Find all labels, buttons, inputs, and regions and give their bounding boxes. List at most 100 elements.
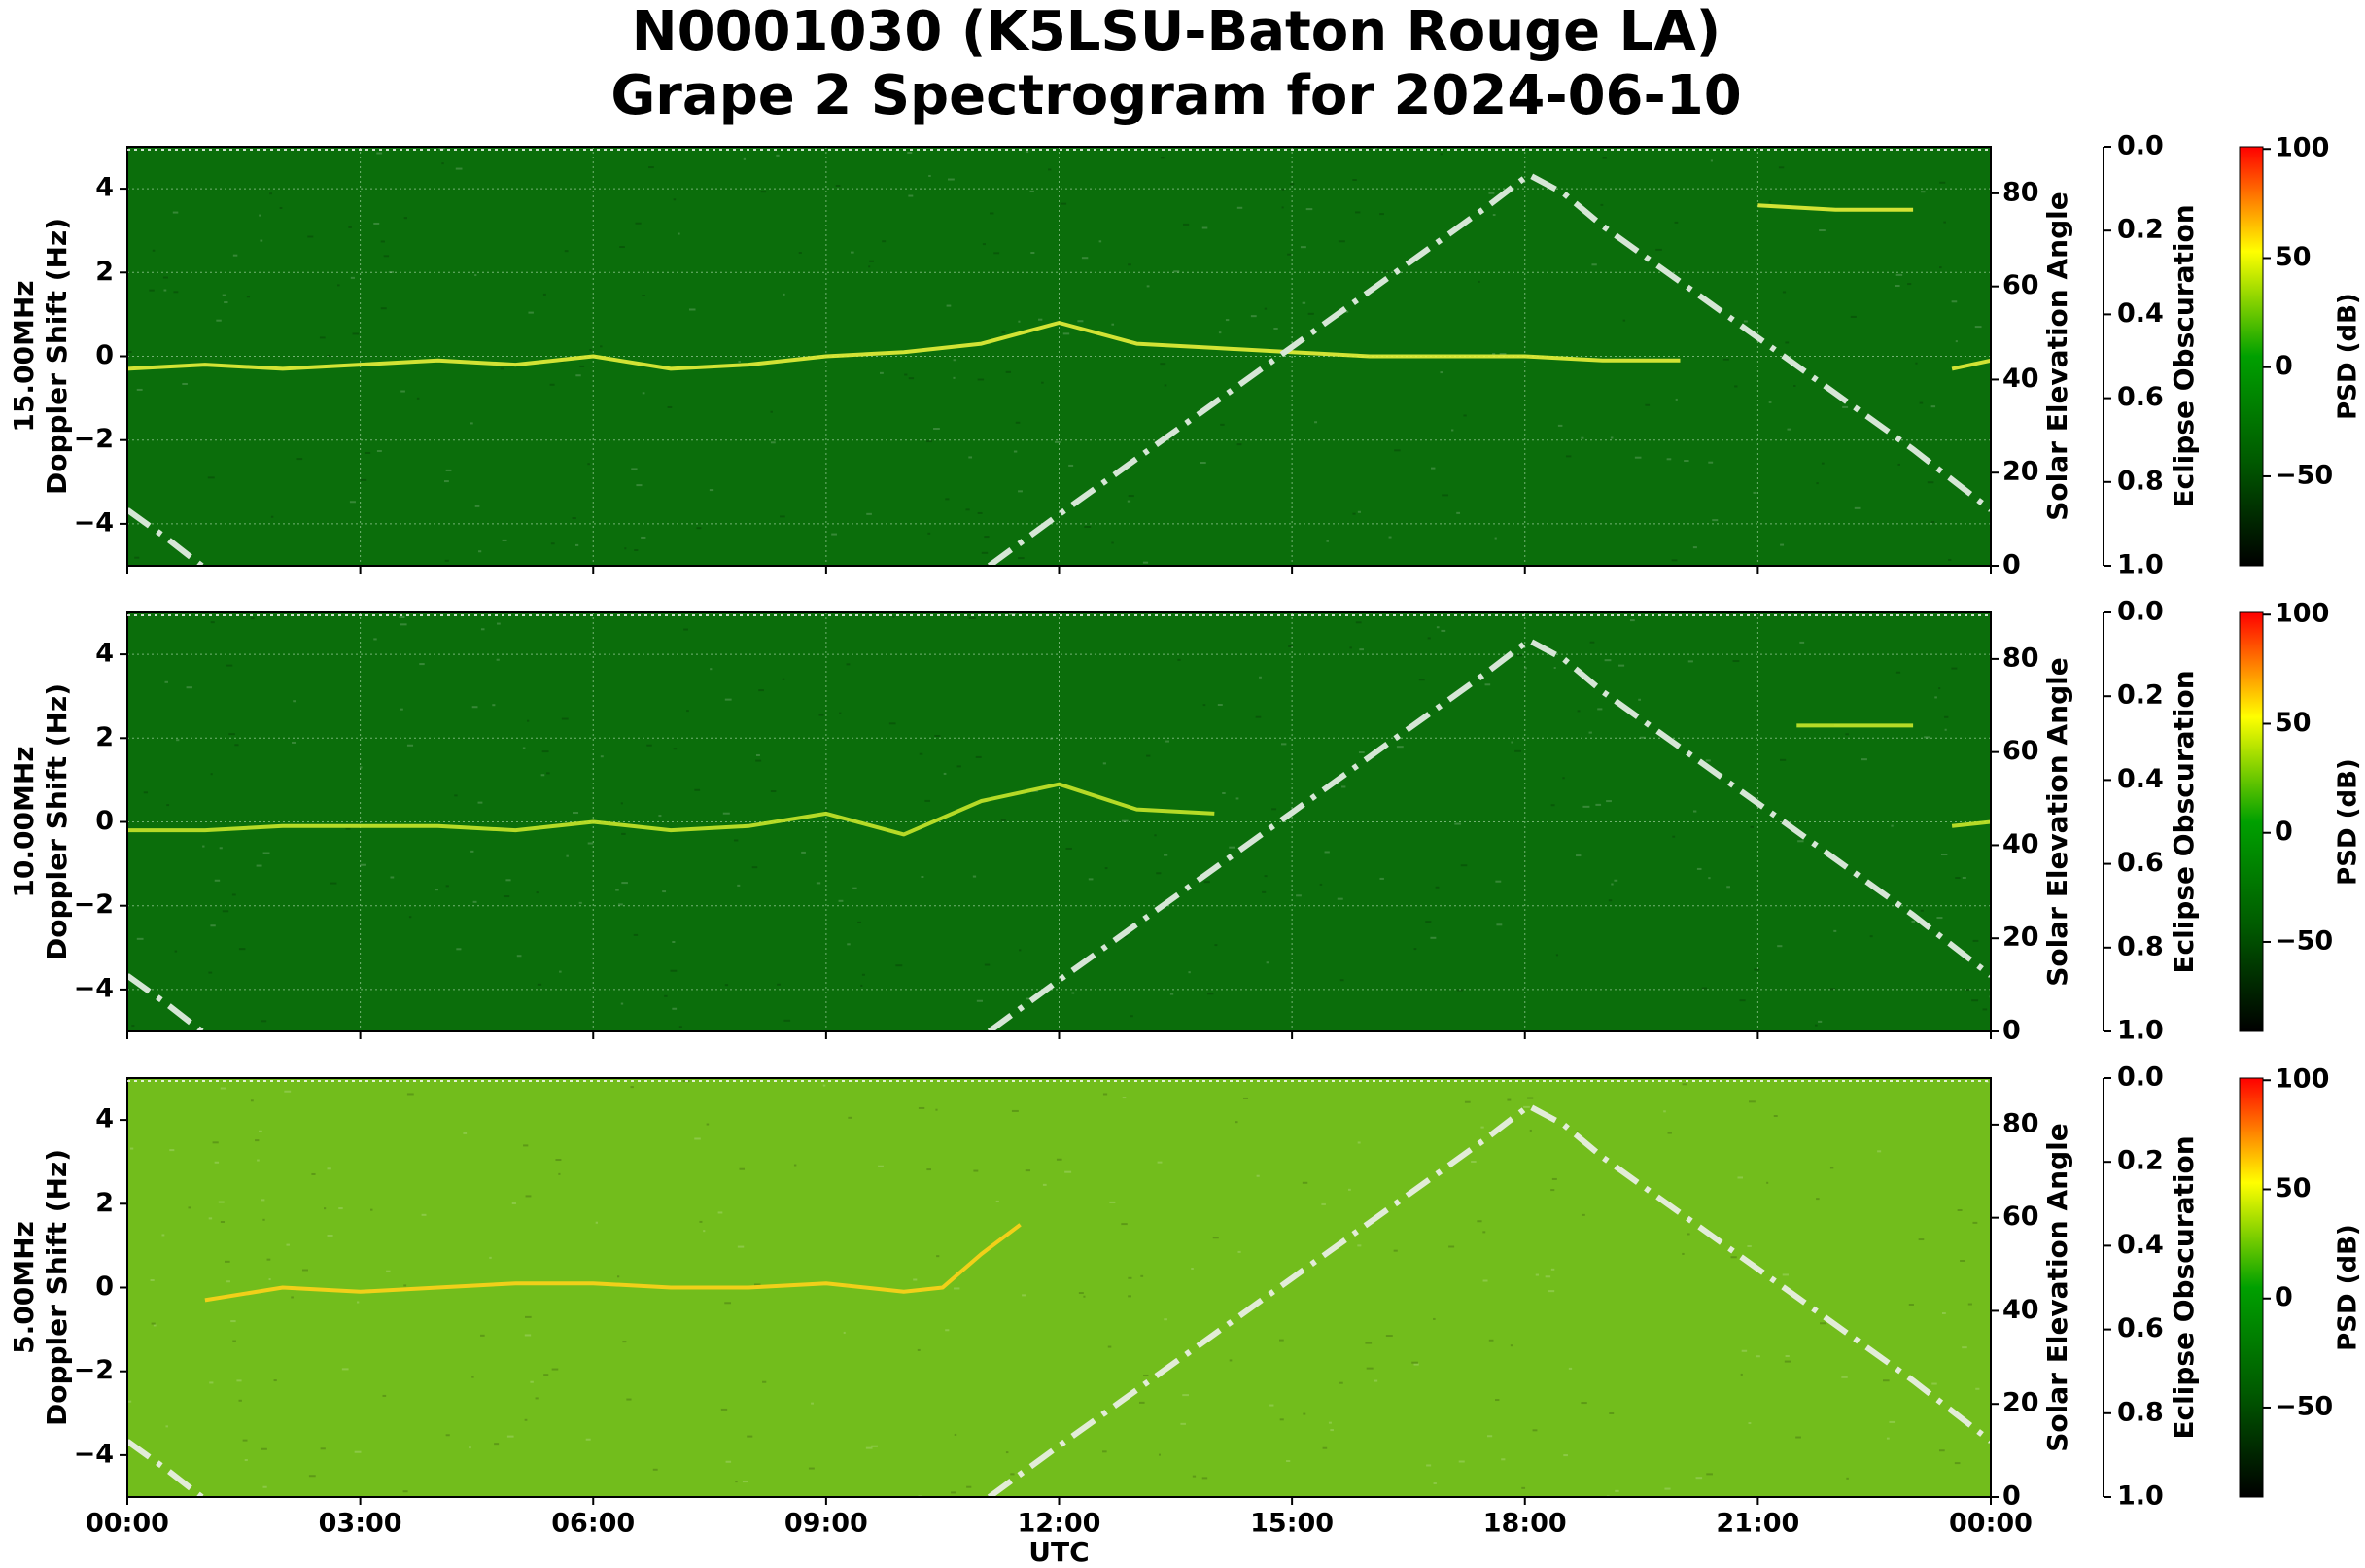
noise <box>444 559 449 562</box>
noise <box>1941 1312 1946 1315</box>
noise <box>1025 1169 1031 1172</box>
noise <box>1077 320 1084 323</box>
noise <box>857 921 862 923</box>
noise <box>1337 897 1343 900</box>
noise <box>1741 1349 1748 1352</box>
noise <box>1930 521 1935 524</box>
noise <box>1264 875 1268 878</box>
noise <box>1229 846 1235 849</box>
noise <box>1799 641 1805 644</box>
solar-elevation-line <box>127 1102 1991 1497</box>
noise <box>1302 301 1306 304</box>
y-tick-label: 4 <box>95 173 114 203</box>
noise <box>1348 1188 1351 1191</box>
noise <box>1130 1015 1133 1018</box>
y-axis-label: Doppler Shift (Hz) <box>41 1149 73 1426</box>
noise <box>943 772 947 775</box>
noise <box>1054 440 1061 443</box>
noise <box>1280 743 1287 746</box>
noise <box>445 469 452 471</box>
noise <box>1845 733 1849 736</box>
noise <box>530 1380 534 1383</box>
noise <box>587 842 594 845</box>
noise <box>210 773 213 776</box>
noise <box>535 1397 539 1400</box>
noise <box>1671 559 1678 562</box>
noise <box>136 388 143 391</box>
noise <box>222 294 226 296</box>
noise <box>1456 511 1461 514</box>
noise <box>311 1172 316 1175</box>
noise <box>1111 323 1115 326</box>
noise <box>620 1002 624 1005</box>
noise <box>673 198 677 201</box>
noise <box>1722 358 1729 361</box>
noise <box>579 365 585 367</box>
noise <box>1220 423 1225 426</box>
noise <box>399 615 405 618</box>
noise <box>445 885 449 888</box>
noise <box>1820 1322 1826 1325</box>
noise <box>1140 1274 1144 1277</box>
noise <box>1330 1429 1334 1432</box>
noise <box>1732 660 1740 663</box>
noise <box>990 212 994 215</box>
noise <box>1000 819 1006 821</box>
noise <box>1005 370 1012 373</box>
noise <box>1705 759 1711 762</box>
noise <box>176 739 180 742</box>
noise <box>319 336 326 339</box>
noise <box>968 616 976 619</box>
noise <box>1787 428 1791 431</box>
title-line: Grape 2 Spectrogram for 2024-06-10 <box>610 64 1741 127</box>
noise <box>1682 1252 1685 1255</box>
noise <box>945 1329 950 1332</box>
noise <box>1281 188 1285 191</box>
noise <box>402 1490 408 1493</box>
noise <box>327 354 331 357</box>
noise <box>1920 909 1924 912</box>
noise <box>506 1435 514 1438</box>
noise <box>376 450 382 453</box>
noise <box>913 1278 918 1281</box>
noise <box>648 166 654 169</box>
y-tick-label: −2 <box>74 424 114 454</box>
noise <box>1396 746 1404 749</box>
noise <box>1156 872 1162 875</box>
noise <box>214 1161 220 1164</box>
noise <box>1511 741 1514 744</box>
noise <box>1192 1475 1197 1478</box>
noise <box>258 1130 262 1132</box>
noise <box>1672 835 1676 838</box>
noise <box>1597 708 1603 711</box>
noise <box>1545 1275 1551 1278</box>
noise <box>1279 1418 1284 1421</box>
noise <box>1121 819 1129 822</box>
noise <box>951 1491 956 1494</box>
noise <box>1604 659 1612 662</box>
noise <box>454 794 458 797</box>
noise <box>174 950 178 953</box>
noise <box>165 1425 168 1428</box>
noise <box>1157 1161 1163 1164</box>
noise <box>1225 319 1230 322</box>
noise <box>1160 363 1166 366</box>
noise <box>1940 853 1948 855</box>
noise <box>1464 1100 1471 1103</box>
noise <box>1960 1260 1965 1263</box>
noise <box>1562 777 1565 780</box>
eclipse-tick-label: 0.0 <box>2117 597 2164 627</box>
noise <box>1927 481 1934 484</box>
noise <box>470 422 473 425</box>
noise <box>760 191 767 193</box>
noise <box>699 1220 703 1223</box>
x-tick-label: 09:00 <box>784 1509 868 1539</box>
noise <box>1322 1446 1328 1449</box>
noise <box>1550 1189 1555 1192</box>
noise <box>1588 731 1592 734</box>
noise <box>926 440 932 443</box>
noise <box>1908 1303 1914 1306</box>
noise <box>1553 667 1556 670</box>
noise <box>1708 877 1711 880</box>
noise <box>1379 213 1384 216</box>
